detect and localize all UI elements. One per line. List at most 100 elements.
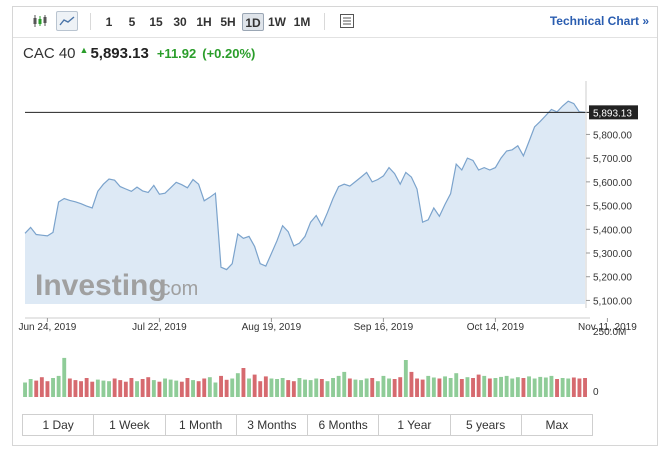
volume-bar [95,379,100,397]
volume-bar [403,360,408,397]
volume-bar [571,377,576,397]
timeframe-1h[interactable]: 1H [196,15,212,29]
volume-bar [387,378,391,397]
volume-bar [62,357,67,397]
volume-bar [174,380,179,397]
y-tick-label: 5,600.00 [593,178,632,189]
quote-header: CAC 40 ▲ 5,893.13 +11.92 (+0.20%) [23,45,255,65]
volume-bar [549,375,554,397]
volume-bar [252,374,257,397]
volume-bar [247,378,251,397]
volume-bar [118,380,123,397]
period-1-week[interactable]: 1 Week [94,415,166,435]
toolbar-divider [324,13,325,30]
period-1-day[interactable]: 1 Day [23,415,95,435]
volume-bar [381,375,386,397]
timeframe-1m[interactable]: 1M [293,15,311,29]
volume-bar [123,381,128,397]
period-6-months[interactable]: 6 Months [308,415,380,435]
volume-bar [269,378,274,397]
chart-toolbar: 1 5 15 30 1H 5H 1D 1W 1M Technical Chart… [13,7,657,38]
volume-bar [515,377,520,397]
volume-bar [342,371,347,397]
volume-bar [459,379,464,397]
volume-axis-label: 250.0M [593,327,626,338]
period-1-month[interactable]: 1 Month [166,415,237,435]
period-1-year[interactable]: 1 Year [379,415,451,435]
volume-bar [107,381,111,397]
volume-bar [258,381,263,397]
volume-bar [543,377,548,397]
technical-chart-link[interactable]: Technical Chart » [549,14,649,28]
volume-bar [56,375,61,397]
volume-bar [112,378,117,397]
volume-bar [168,379,173,397]
y-tick-label: 5,100.00 [593,296,632,307]
area-chart-icon[interactable] [56,11,78,31]
volume-bar [431,377,436,397]
volume-bar [297,378,302,397]
volume-bar [476,374,481,397]
volume-bar [336,375,341,397]
volume-bar [45,381,50,397]
volume-bar [555,379,559,397]
volume-bar [263,376,268,397]
last-price: 5,893.13 [90,45,149,62]
volume-bar [224,379,229,397]
x-tick-label: Jun 24, 2019 [18,322,76,333]
watermark-brand: Investing [35,269,167,302]
settings-panel-icon[interactable] [336,11,358,31]
timeframe-5[interactable]: 5 [128,15,136,29]
volume-bar [521,378,526,397]
volume-bar [90,381,95,397]
volume-bar [101,380,106,397]
volume-bar [219,375,223,397]
volume-bar [140,379,145,397]
volume-bar [34,380,39,397]
volume-bar [465,377,470,397]
volume-bar [314,378,319,397]
price-change: +11.92 [156,46,197,61]
volume-zero-label: 0 [593,387,599,398]
volume-bar [538,376,543,397]
instrument-name: CAC 40 [23,45,76,62]
period-5-years[interactable]: 5 years [451,415,522,435]
toolbar-divider [90,13,91,30]
volume-bar [577,378,582,397]
watermark-suffix: .com [155,278,198,300]
timeframe-1[interactable]: 1 [105,15,113,29]
y-tick-label: 5,400.00 [593,225,632,236]
x-tick-label: Sep 16, 2019 [354,322,414,333]
timeframe-30[interactable]: 30 [173,15,187,29]
timeframe-15[interactable]: 15 [149,15,163,29]
candlestick-icon[interactable] [29,11,51,31]
volume-bar [375,381,380,397]
volume-bar [510,378,515,397]
period-max[interactable]: Max [545,418,569,432]
volume-bar [163,378,167,397]
price-chart[interactable]: Investing .com 5,800.00 5,700.00 5,600.00 5… [13,47,657,407]
y-tick-label: 5,800.00 [593,130,632,141]
volume-bar [392,379,397,397]
volume-bar [359,380,363,397]
timeframe-1d[interactable]: 1D [242,13,264,31]
volume-bar [280,378,285,397]
volume-bar [454,373,459,397]
volume-bar [39,377,44,397]
volume-bar [129,378,134,397]
volume-bar [331,378,335,397]
chart-widget: 1 5 15 30 1H 5H 1D 1W 1M Technical Chart… [12,6,658,446]
volume-bar [303,379,307,397]
timeframe-1w[interactable]: 1W [268,15,286,29]
volume-bar [179,381,184,397]
timeframe-5h[interactable]: 5H [220,15,236,29]
volume-bar [527,376,531,397]
volume-bar [196,381,201,397]
volume-bar [560,378,565,397]
y-tick-label: 5,500.00 [593,202,632,213]
x-tick-label: Aug 19, 2019 [242,322,302,333]
period-3-months[interactable]: 3 Months [237,415,308,435]
volume-bar [213,382,218,397]
volume-bar [566,378,571,397]
x-tick-label: Nov 11, 2019 [578,322,637,333]
